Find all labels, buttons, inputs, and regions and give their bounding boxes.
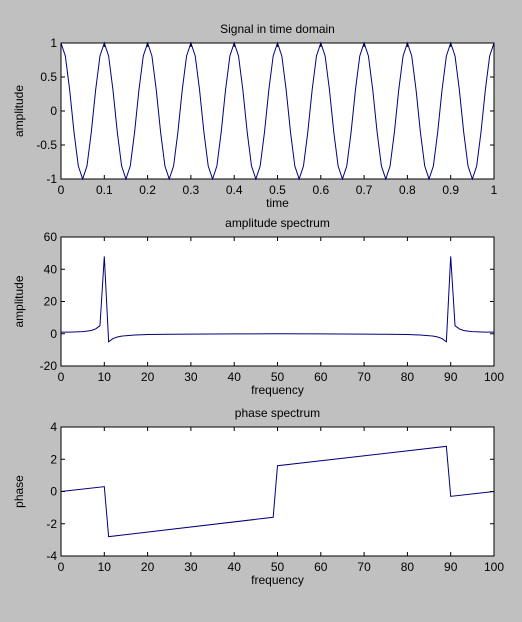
chart-2-xtick-label: 90 [444,560,458,574]
chart-2-xtick-label: 40 [228,560,242,574]
chart-0-xtick-label: 1 [491,183,498,197]
chart-1-xtick-label: 10 [98,370,112,384]
chart-0-ytick-label: -1 [46,172,57,186]
chart-2-xtick-label: 10 [98,560,112,574]
chart-1-xtick-label: 30 [184,370,198,384]
chart-0-xtick-label: 0 [58,183,65,197]
chart-2-ytick-label: 0 [50,485,57,499]
chart-1-xtick-label: 70 [357,370,371,384]
axes-2-background [60,426,495,557]
chart-2-xtick-label: 80 [401,560,415,574]
chart-2-ytick-label: 2 [50,452,57,466]
chart-0-xtick-label: 0.9 [442,183,459,197]
axes-0-background [60,42,495,180]
chart-1-ylabel: amplitude [12,275,26,327]
chart-2-title: phase spectrum [235,406,320,420]
chart-2-xlabel: frequency [251,573,304,587]
chart-1-xtick-label: 100 [484,370,504,384]
chart-0-xtick-label: 0.1 [96,183,113,197]
chart-0-xtick-label: 0.4 [226,183,243,197]
chart-2-xtick-label: 60 [314,560,328,574]
chart-1-xtick-label: 90 [444,370,458,384]
chart-1-ytick-label: 60 [44,230,58,244]
chart-1-series-0-line [61,256,494,343]
chart-1-xtick-label: 40 [228,370,242,384]
chart-0-ytick-label: 1 [50,36,57,50]
chart-1-ytick-label: 20 [44,295,58,309]
chart-0-xlabel: time [266,196,289,210]
chart-1-xtick-label: 20 [141,370,155,384]
axes-1-background [60,236,495,367]
chart-2-xtick-label: 30 [184,560,198,574]
chart-0-xtick-label: 0.7 [356,183,373,197]
chart-0-xtick-label: 0.2 [139,183,156,197]
chart-0-ylabel: amplitude [12,85,26,137]
chart-1-xtick-label: 60 [314,370,328,384]
chart-1-title: amplitude spectrum [225,216,330,230]
chart-2-ytick-label: 4 [50,420,57,434]
chart-0-xtick-label: 0.8 [399,183,416,197]
chart-1-xtick-label: 50 [271,370,285,384]
chart-0-ytick-label: 0 [50,104,57,118]
chart-1-xlabel: frequency [251,383,304,397]
chart-0-xtick-label: 0.3 [183,183,200,197]
chart-1-xtick-label: 80 [401,370,415,384]
chart-0-title: Signal in time domain [220,22,335,36]
chart-0-xtick-label: 0.5 [269,183,286,197]
chart-1-ytick-label: -20 [40,359,58,373]
chart-2-ytick-label: -4 [46,549,57,563]
chart-2-series-0-line [60,445,495,538]
chart-0-xtick-label: 0.6 [312,183,329,197]
chart-2-xtick-label: 70 [357,560,371,574]
chart-0-ytick-label: 0.5 [40,70,57,84]
chart-2-xtick-label: 50 [271,560,285,574]
chart-2-ytick-label: -2 [46,517,57,531]
chart-2-xtick-label: 20 [141,560,155,574]
chart-1-xtick-label: 0 [58,370,65,384]
chart-1-ytick-label: 40 [44,262,58,276]
chart-2-xtick-label: 0 [58,560,65,574]
chart-2-ylabel: phase [12,475,26,508]
chart-1-ytick-label: 0 [50,327,57,341]
chart-0-ytick-label: -0.5 [36,138,57,152]
chart-2-xtick-label: 100 [484,560,504,574]
